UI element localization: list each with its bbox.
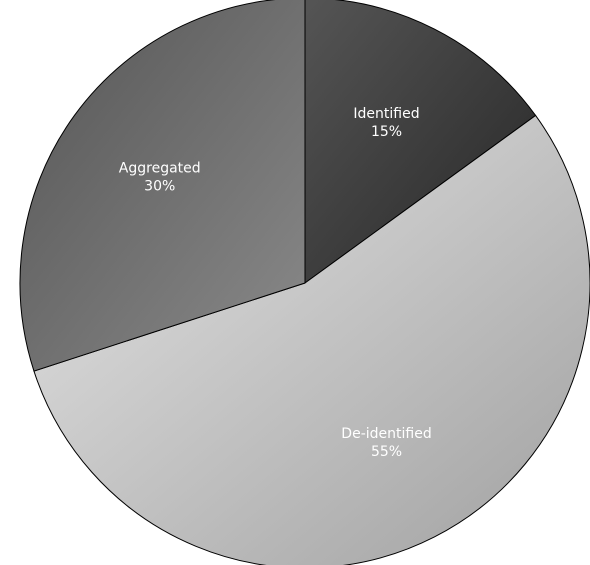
- pie-slice: [304, 0, 537, 284]
- slice-value-label: 55%: [371, 444, 402, 460]
- slice-label: Aggregated: [119, 160, 201, 176]
- pie-slice: [19, 0, 306, 372]
- slice-label: Identified: [353, 106, 419, 122]
- pie-slice: [33, 114, 590, 565]
- slice-value-label: 15%: [371, 124, 402, 140]
- slice-value-label: 30%: [144, 178, 175, 194]
- slice-label: De-identified: [341, 426, 431, 442]
